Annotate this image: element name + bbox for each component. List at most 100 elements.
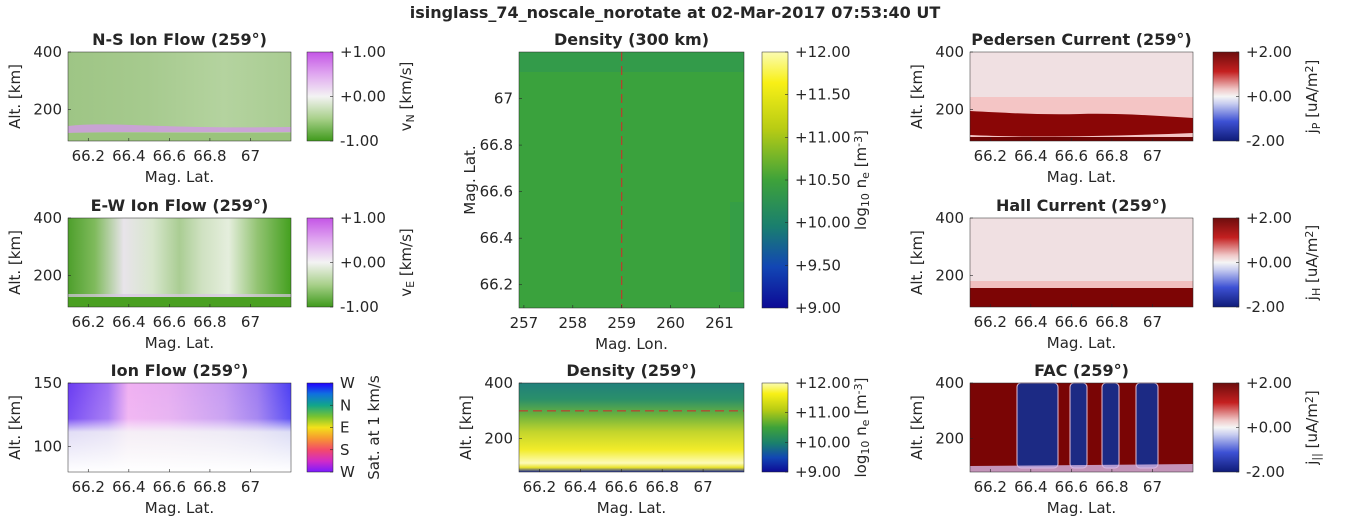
colorbar-label-part: Sat. at 1 km/s — [365, 375, 383, 480]
colorbar-tick-label: +9.00 — [795, 299, 841, 317]
x-tick-label: 66.8 — [193, 313, 226, 331]
colorbar-frame — [761, 382, 789, 473]
heatmap-blob — [1135, 382, 1159, 469]
colorbar-label-part: log — [852, 207, 870, 230]
colorbar-tick-label: +1.00 — [340, 43, 386, 61]
y-tick-label: 200 — [935, 100, 964, 118]
colorbar-tick-label: +2.00 — [1246, 374, 1292, 392]
x-tick-label: 66.4 — [1014, 478, 1047, 496]
x-tick-label: 66.6 — [605, 478, 638, 496]
x-tick-label: 66.8 — [193, 147, 226, 165]
x-tick-label: 66.6 — [153, 147, 186, 165]
x-tick-label: 66.2 — [523, 478, 556, 496]
colorbar-label-part: [uA/m — [1303, 238, 1321, 288]
panel-hall: Hall Current (259°) 66.2 66.4 66.6 66.8 67 200… — [908, 196, 1323, 352]
y-tick-label: 400 — [33, 209, 62, 227]
colorbar-tick-label: +0.00 — [340, 254, 386, 272]
colorbar-label-part: [m — [852, 147, 870, 172]
colorbar — [1213, 218, 1239, 307]
plot-frame — [518, 382, 745, 473]
colorbar-label-part: j — [1303, 296, 1321, 301]
x-axis-label: Mag. Lat. — [1047, 499, 1116, 517]
colorbar-tick-label: -2.00 — [1246, 463, 1285, 481]
x-axis-label: Mag. Lat. — [145, 168, 214, 186]
colorbar — [1213, 383, 1239, 472]
x-tick-label: 66.8 — [1095, 478, 1128, 496]
x-tick-label: 66.4 — [112, 147, 145, 165]
x-axis-label: Mag. Lon. — [595, 335, 668, 353]
y-tick-label: 66.2 — [480, 276, 513, 294]
x-tick-label: 67 — [694, 478, 713, 496]
colorbar-tick-label: +0.00 — [1246, 419, 1292, 437]
heatmap-blob — [1101, 382, 1120, 469]
x-tick-label: 66.4 — [1014, 313, 1047, 331]
panel-title: Density (259°) — [566, 361, 696, 380]
plot-frame — [969, 51, 1194, 142]
colorbar — [307, 383, 333, 472]
heatmap-blob — [1016, 382, 1059, 469]
colorbar-tick-label: +10.00 — [795, 214, 851, 232]
x-tick-label: 259 — [607, 314, 636, 332]
x-tick-label: 66.2 — [72, 313, 105, 331]
x-axis-label: Mag. Lat. — [1047, 168, 1116, 186]
plot-frame — [969, 217, 1194, 308]
x-tick-label: 66.6 — [153, 478, 186, 496]
colorbar-label: jP [uA/m2] — [1303, 60, 1323, 135]
panel-title: FAC (259°) — [1034, 361, 1129, 380]
y-tick-label: 200 — [33, 266, 62, 284]
colorbar-label-part: ] — [1303, 225, 1321, 231]
colorbar-tick-label: +2.00 — [1246, 43, 1292, 61]
y-axis-label: Alt. [km] — [6, 64, 24, 129]
colorbar-tick-label: +12.00 — [795, 374, 851, 392]
x-tick-label: 66.8 — [645, 478, 678, 496]
colorbar — [762, 383, 788, 472]
plot-frame — [67, 51, 292, 142]
x-tick-label: 66.4 — [112, 478, 145, 496]
colorbar-label-part: 2 — [1303, 65, 1316, 72]
panel-title: Density (300 km) — [554, 30, 709, 49]
y-axis-label: Alt. [km] — [908, 395, 926, 460]
x-tick-label: 66.6 — [153, 313, 186, 331]
colorbar-label-part: j — [1303, 129, 1321, 134]
colorbar-label-part: 2 — [1303, 231, 1316, 238]
y-tick-label: 100 — [33, 438, 62, 456]
x-tick-label: 66.8 — [193, 478, 226, 496]
colorbar-tick-label: S — [340, 441, 350, 459]
y-axis-label: Alt. [km] — [6, 395, 24, 460]
x-axis-label: Mag. Lat. — [145, 499, 214, 517]
y-tick-label: 400 — [935, 374, 964, 392]
x-axis-label: Mag. Lat. — [1047, 334, 1116, 352]
colorbar-label-part: E — [404, 281, 417, 288]
x-tick-label: 257 — [510, 314, 539, 332]
colorbar-label-part: e — [859, 172, 872, 179]
colorbar-label: vE [km/s] — [397, 228, 417, 296]
colorbar-tick-label: +10.00 — [795, 433, 851, 451]
y-tick-label: 200 — [484, 430, 513, 448]
colorbar-label-part: [km/s] — [397, 62, 415, 115]
colorbar-tick-label: -1.00 — [340, 298, 379, 316]
y-axis-label: Alt. [km] — [6, 230, 24, 295]
heatmap-top — [519, 52, 744, 72]
colorbar-label-part: P — [1310, 122, 1323, 129]
y-tick-label: 200 — [935, 266, 964, 284]
y-axis-label: Alt. [km] — [908, 64, 926, 129]
x-tick-label: 66.8 — [1095, 147, 1128, 165]
y-tick-label: 200 — [935, 430, 964, 448]
colorbar-tick-label: +0.00 — [1246, 254, 1292, 272]
colorbar-label-part: [uA/m — [1303, 72, 1321, 122]
colorbar-label: Sat. at 1 km/s — [365, 375, 383, 480]
x-axis-label: Mag. Lat. — [145, 334, 214, 352]
colorbar-tick-label: +2.00 — [1246, 209, 1292, 227]
y-tick-label: 66.4 — [480, 229, 513, 247]
panel-title: N-S Ion Flow (259°) — [92, 30, 267, 49]
heatmap-bottom — [970, 464, 1193, 472]
colorbar-tick-label: +1.00 — [340, 209, 386, 227]
colorbar-tick-label: +11.50 — [795, 86, 851, 104]
x-tick-label: 66.2 — [974, 147, 1007, 165]
colorbar-label-part: -3 — [852, 136, 865, 147]
colorbar-tick-label: +0.00 — [340, 88, 386, 106]
colorbar-label-part: ] — [852, 378, 870, 384]
x-tick-label: 66.6 — [1055, 147, 1088, 165]
heatmap-edge — [730, 202, 744, 292]
